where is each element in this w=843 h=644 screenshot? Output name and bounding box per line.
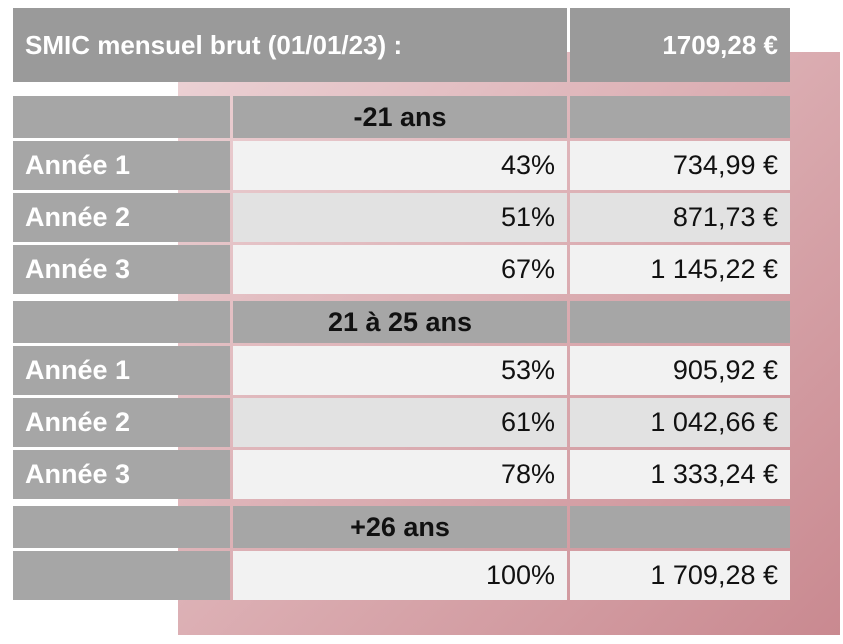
row-amount: 1 042,66 € — [570, 398, 790, 447]
group-spacer — [570, 506, 790, 548]
group-title: -21 ans — [233, 96, 567, 138]
row-label: Année 1 — [13, 346, 230, 395]
group-title: +26 ans — [233, 506, 567, 548]
group-spacer — [570, 96, 790, 138]
row-amount: 1 145,22 € — [570, 245, 790, 294]
header-value: 1709,28 € — [570, 8, 790, 82]
row-percent: 78% — [233, 450, 567, 499]
group-spacer — [13, 301, 230, 343]
row-amount: 1 333,24 € — [570, 450, 790, 499]
row-percent: 43% — [233, 141, 567, 190]
group-spacer — [570, 301, 790, 343]
row-label: Année 3 — [13, 450, 230, 499]
row-percent: 67% — [233, 245, 567, 294]
row-label: Année 2 — [13, 193, 230, 242]
row-percent: 51% — [233, 193, 567, 242]
row-percent: 100% — [233, 551, 567, 600]
row-label: Année 1 — [13, 141, 230, 190]
row-percent: 53% — [233, 346, 567, 395]
group-spacer — [13, 506, 230, 548]
group-title: 21 à 25 ans — [233, 301, 567, 343]
row-label — [13, 551, 230, 600]
header-label: SMIC mensuel brut (01/01/23) : — [13, 8, 567, 82]
row-amount: 1 709,28 € — [570, 551, 790, 600]
row-label: Année 3 — [13, 245, 230, 294]
row-amount: 871,73 € — [570, 193, 790, 242]
row-label: Année 2 — [13, 398, 230, 447]
row-amount: 734,99 € — [570, 141, 790, 190]
group-spacer — [13, 96, 230, 138]
row-percent: 61% — [233, 398, 567, 447]
row-amount: 905,92 € — [570, 346, 790, 395]
